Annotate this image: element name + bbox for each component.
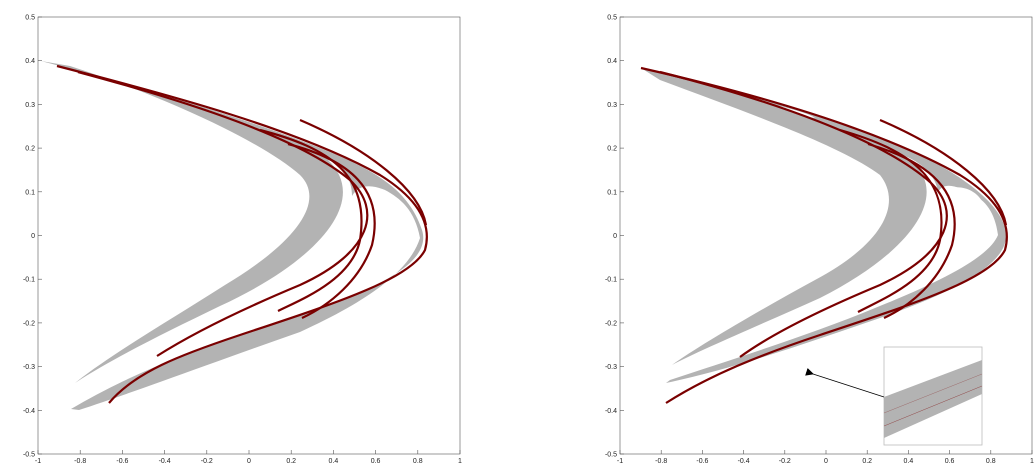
right-curve-top-arc (879, 118, 1008, 226)
inset-band (884, 360, 982, 438)
right-white-streak (780, 106, 815, 118)
x-tick-label: 0 (824, 458, 828, 465)
x-tick-label: -0.8 (74, 458, 86, 465)
y-tick-label: -0.5 (23, 452, 35, 459)
x-tick-label: 0 (247, 458, 251, 465)
right-curve-outer (640, 66, 1008, 404)
y-tick-label: 0.4 (607, 58, 617, 65)
right-y-ticks: 0.5 0.4 0.3 0.2 0.1 0 -0.1 -0.2 -0.3 -0.4 -0.5 (605, 15, 624, 459)
x-tick-label: 0.4 (329, 458, 339, 465)
y-tick-label: 0.5 (607, 15, 617, 22)
x-tick-label: 0.8 (413, 458, 423, 465)
y-tick-label: -0.1 (605, 277, 617, 284)
left-curve-inner-2 (259, 128, 363, 312)
x-tick-label: -0.2 (201, 458, 213, 465)
x-tick-label: -0.6 (116, 458, 128, 465)
left-white-tongue (358, 188, 401, 232)
left-curve-inner-1 (77, 70, 369, 357)
x-tick-label: 0.6 (945, 458, 955, 465)
left-y-ticks: 0.5 0.4 0.3 0.2 0.1 0 -0.1 -0.2 -0.3 -0.4 -0.5 (23, 15, 42, 459)
x-tick-label: -1 (35, 458, 41, 465)
left-gray-band (41, 61, 424, 410)
x-tick-label: 0.8 (986, 458, 996, 465)
x-tick-label: 0.2 (286, 458, 296, 465)
y-tick-label: -0.4 (605, 408, 617, 415)
y-tick-label: -0.1 (23, 277, 35, 284)
y-tick-label: -0.3 (23, 364, 35, 371)
y-tick-label: 0.3 (25, 102, 35, 109)
left-curve-top-arc (299, 118, 428, 226)
left-curve-inner-3 (287, 142, 376, 319)
right-plot: -1 -0.8 -0.6 -0.4 -0.2 0 0.2 0.4 0.6 0.8 1 0.50.40… (605, 15, 1034, 466)
right-curve-inner-3 (867, 142, 956, 319)
x-tick-label: -0.2 (779, 458, 791, 465)
y-tick-label: 0.1 (607, 189, 617, 196)
x-tick-label: 1 (1030, 458, 1034, 465)
inset-arrow (805, 368, 885, 398)
left-plot: -1 -0.8 -0.6 -0.4 -0.2 0 0.2 0.4 0.6 0.8 1 0.50.40… (23, 15, 462, 466)
x-tick-label: -0.6 (696, 458, 708, 465)
inset-curve-2 (884, 373, 982, 414)
left-x-ticks: -1 -0.8 -0.6 -0.4 -0.2 0 0.2 0.4 0.6 0.8 1 (35, 450, 462, 465)
y-tick-label: 0.2 (607, 146, 617, 153)
x-tick-label: -0.4 (738, 458, 750, 465)
y-tick-label: 0.3 (607, 102, 617, 109)
right-x-ticks: -1 -0.8 -0.6 -0.4 -0.2 0 0.2 0.4 0.6 0.8 1 (617, 450, 1034, 465)
y-tick-label: -0.4 (23, 408, 35, 415)
right-plot-data (640, 66, 1008, 404)
x-tick-label: 0.2 (862, 458, 872, 465)
y-tick-label: 0 (31, 233, 35, 240)
x-tick-label: -0.8 (655, 458, 667, 465)
y-tick-label: 0 (613, 233, 617, 240)
y-tick-label: 0.4 (25, 58, 35, 65)
right-white-tongue (942, 187, 987, 230)
left-plot-data (41, 61, 428, 410)
x-tick-label: 0.4 (904, 458, 914, 465)
y-tick-label: 0.1 (25, 189, 35, 196)
right-inset (805, 346, 983, 446)
y-tick-label: -0.2 (605, 320, 617, 327)
y-tick-label: -0.3 (605, 364, 617, 371)
right-curve-inner-2 (839, 128, 943, 313)
x-tick-label: -0.4 (159, 458, 171, 465)
inset-curve-1 (884, 385, 982, 427)
y-tick-label: -0.2 (23, 320, 35, 327)
x-tick-label: 0.6 (371, 458, 381, 465)
right-gray-band (641, 68, 1007, 383)
y-tick-label: -0.5 (605, 452, 617, 459)
x-tick-label: -1 (617, 458, 623, 465)
right-curve-inner-1 (659, 70, 948, 358)
left-curve-outer (56, 64, 428, 404)
y-tick-label: 0.5 (25, 15, 35, 22)
y-tick-label: 0.2 (25, 146, 35, 153)
x-tick-label: 1 (458, 458, 462, 465)
left-plot-frame (37, 16, 461, 455)
